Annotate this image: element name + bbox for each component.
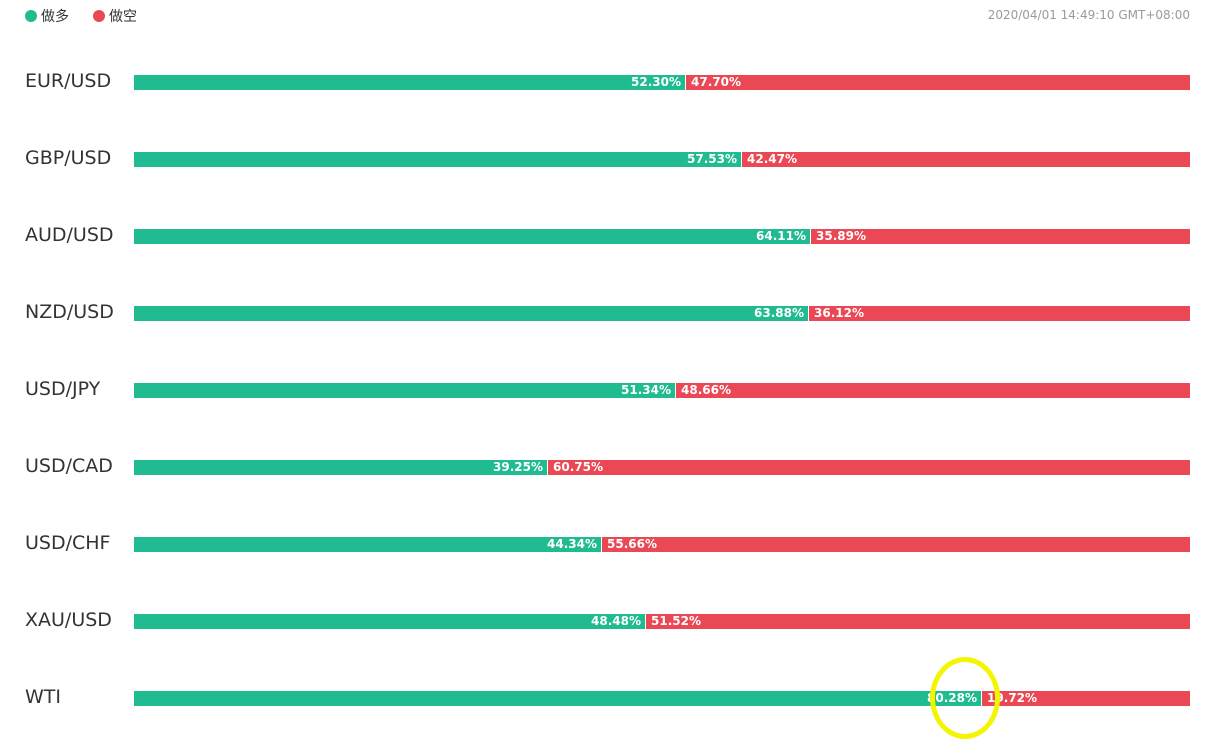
long-bar-segment: 52.30%	[134, 75, 686, 90]
short-bar-segment: 51.52%	[646, 614, 1190, 629]
long-percent-label: 52.30%	[631, 75, 681, 89]
short-percent-label: 48.66%	[681, 383, 731, 397]
chart-row: AUD/USD 64.11% 35.89%	[0, 217, 1212, 257]
legend-item-long[interactable]: 做多	[25, 6, 69, 26]
update-timestamp: 2020/04/01 14:49:10 GMT+08:00	[987, 8, 1190, 22]
ratio-bar[interactable]: 63.88% 36.12%	[134, 306, 1190, 321]
category-label: WTI	[25, 686, 61, 708]
short-percent-label: 35.89%	[816, 229, 866, 243]
long-percent-label: 64.11%	[756, 229, 806, 243]
short-bar-segment: 42.47%	[742, 152, 1190, 167]
short-bar-segment: 60.75%	[548, 460, 1190, 475]
category-label: EUR/USD	[25, 70, 112, 92]
long-percent-label: 44.34%	[547, 537, 597, 551]
short-bar-segment: 55.66%	[602, 537, 1190, 552]
ratio-bar[interactable]: 39.25% 60.75%	[134, 460, 1190, 475]
short-dot-icon	[93, 10, 105, 22]
ratio-bar[interactable]: 64.11% 35.89%	[134, 229, 1190, 244]
ratio-bar[interactable]: 51.34% 48.66%	[134, 383, 1190, 398]
category-label: USD/JPY	[25, 378, 101, 400]
chart-row: USD/CHF 44.34% 55.66%	[0, 525, 1212, 565]
long-percent-label: 57.53%	[687, 152, 737, 166]
category-label: USD/CHF	[25, 532, 111, 554]
short-percent-label: 60.75%	[553, 460, 603, 474]
long-bar-segment: 64.11%	[134, 229, 811, 244]
long-percent-label: 48.48%	[591, 614, 641, 628]
category-label: AUD/USD	[25, 224, 114, 246]
ratio-bar[interactable]: 57.53% 42.47%	[134, 152, 1190, 167]
ratio-bar[interactable]: 44.34% 55.66%	[134, 537, 1190, 552]
chart-row: NZD/USD 63.88% 36.12%	[0, 294, 1212, 334]
long-bar-segment: 44.34%	[134, 537, 602, 552]
long-dot-icon	[25, 10, 37, 22]
short-percent-label: 55.66%	[607, 537, 657, 551]
long-bar-segment: 39.25%	[134, 460, 548, 475]
category-label: XAU/USD	[25, 609, 112, 631]
legend: 做多 做空	[25, 6, 161, 26]
short-bar-segment: 48.66%	[676, 383, 1190, 398]
long-bar-segment: 63.88%	[134, 306, 809, 321]
long-percent-label: 80.28%	[927, 691, 977, 705]
long-percent-label: 39.25%	[493, 460, 543, 474]
long-bar-segment: 80.28%	[134, 691, 982, 706]
short-bar-segment: 36.12%	[809, 306, 1190, 321]
short-percent-label: 47.70%	[691, 75, 741, 89]
chart-row: EUR/USD 52.30% 47.70%	[0, 63, 1212, 103]
short-bar-segment: 47.70%	[686, 75, 1190, 90]
chart-row: USD/CAD 39.25% 60.75%	[0, 448, 1212, 488]
long-bar-segment: 48.48%	[134, 614, 646, 629]
short-bar-segment: 35.89%	[811, 229, 1190, 244]
long-bar-segment: 57.53%	[134, 152, 742, 167]
category-label: NZD/USD	[25, 301, 114, 323]
legend-item-short[interactable]: 做空	[93, 6, 137, 26]
chart-row: WTI 80.28% 19.72%	[0, 657, 1212, 739]
ratio-bar[interactable]: 52.30% 47.70%	[134, 75, 1190, 90]
long-percent-label: 63.88%	[754, 306, 804, 320]
short-percent-label: 19.72%	[987, 691, 1037, 705]
chart-row: USD/JPY 51.34% 48.66%	[0, 371, 1212, 411]
chart-row: XAU/USD 48.48% 51.52%	[0, 602, 1212, 642]
long-percent-label: 51.34%	[621, 383, 671, 397]
category-label: GBP/USD	[25, 147, 112, 169]
short-percent-label: 42.47%	[747, 152, 797, 166]
ratio-bar[interactable]: 48.48% 51.52%	[134, 614, 1190, 629]
legend-short-label: 做空	[109, 9, 137, 25]
ratio-bar[interactable]: 80.28% 19.72%	[134, 691, 1190, 706]
short-bar-segment: 19.72%	[982, 691, 1190, 706]
short-percent-label: 36.12%	[814, 306, 864, 320]
legend-long-label: 做多	[41, 9, 69, 25]
long-bar-segment: 51.34%	[134, 383, 676, 398]
category-label: USD/CAD	[25, 455, 113, 477]
short-percent-label: 51.52%	[651, 614, 701, 628]
chart-row: GBP/USD 57.53% 42.47%	[0, 140, 1212, 180]
